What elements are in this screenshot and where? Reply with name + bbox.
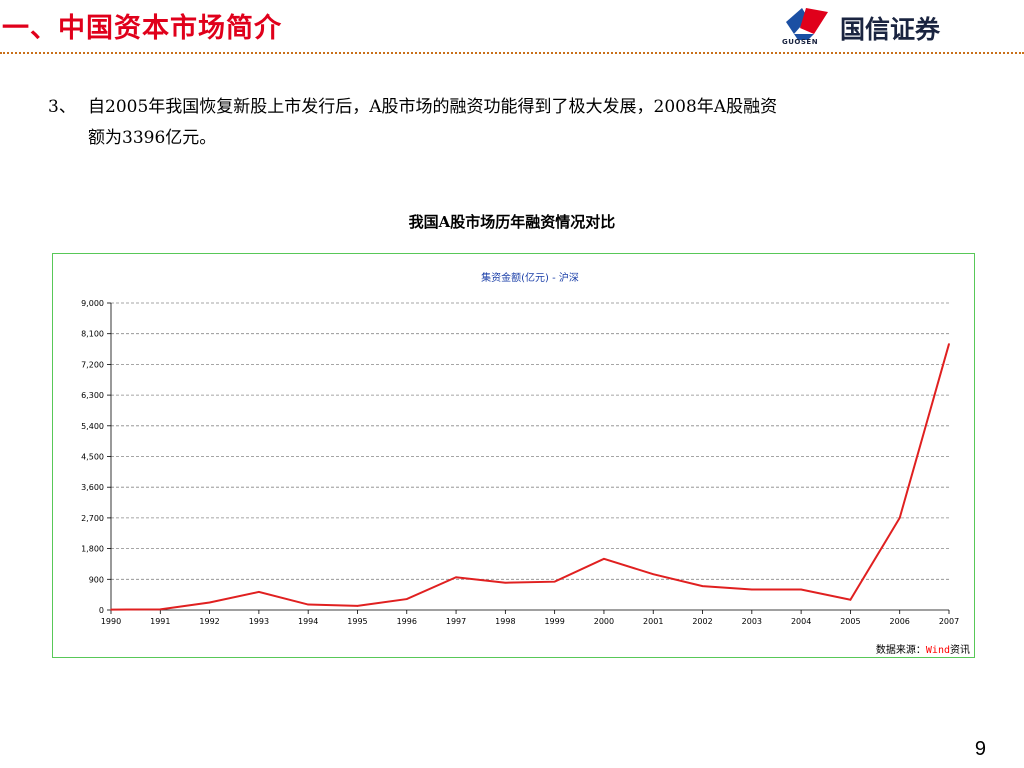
- series-line: [110, 343, 950, 611]
- x-tick-label: 1999: [544, 617, 564, 626]
- data-point: [159, 608, 162, 611]
- data-source: 数据来源：Wind资讯: [876, 641, 970, 656]
- source-prefix: 数据来源：: [875, 645, 926, 656]
- logo-subtext: GUOSEN: [782, 38, 819, 46]
- header-divider: [0, 52, 1024, 54]
- x-tick-label: 1994: [298, 617, 318, 626]
- x-tick-label: 1990: [101, 617, 121, 626]
- data-point: [701, 585, 704, 587]
- data-point: [652, 573, 655, 575]
- data-point: [898, 517, 901, 519]
- slide-title: 一、中国资本市场简介: [2, 13, 282, 44]
- x-tick-label: 1998: [495, 617, 515, 626]
- y-tick-label: 1,800: [81, 545, 104, 554]
- body-paragraph: 3、 自2005年我国恢复新股上市发行后，A股市场的融资功能得到了极大发展，200…: [48, 92, 978, 154]
- data-point: [849, 598, 852, 601]
- y-tick-label: 0: [99, 606, 104, 615]
- data-point: [751, 588, 753, 591]
- data-point: [208, 601, 211, 604]
- data-point: [553, 580, 556, 583]
- y-tick-label: 2,700: [81, 514, 104, 523]
- page-number: 9: [974, 738, 986, 760]
- x-tick-label: 2003: [742, 617, 762, 626]
- data-point: [504, 581, 507, 584]
- x-tick-label: 2000: [594, 617, 614, 626]
- paragraph-line-1: 自2005年我国恢复新股上市发行后，A股市场的融资功能得到了极大发展，2008年…: [88, 97, 778, 117]
- chart-title: 集资金额(亿元) - 沪深: [481, 271, 579, 284]
- y-tick-label: 7,200: [81, 360, 104, 369]
- paragraph-line-2: 额为3396亿元。: [88, 128, 217, 148]
- y-tick-label: 4,500: [81, 453, 104, 462]
- data-point: [356, 605, 359, 607]
- chart-frame: 集资金额(亿元) - 沪深 0 900 1,800 2,700 3,600 4,500 5,4…: [52, 253, 975, 658]
- x-tick-label: 1996: [397, 617, 417, 626]
- source-suffix: 资讯: [950, 645, 970, 656]
- x-tick-label: 1995: [347, 617, 367, 626]
- data-point: [800, 588, 802, 591]
- item-number: 3、: [48, 97, 76, 117]
- x-tick-label: 2001: [643, 617, 663, 626]
- logo-text: 国信证券: [840, 15, 941, 44]
- x-tick-label: 2002: [692, 617, 712, 626]
- chart-caption: 我国A股市场历年融资情况对比: [408, 213, 616, 231]
- x-tick-label: 2004: [791, 617, 811, 626]
- x-tick-label: 2006: [890, 617, 910, 626]
- y-tick-label: 5,400: [81, 422, 104, 431]
- guosen-logo-icon: [786, 8, 828, 40]
- data-point: [405, 598, 408, 600]
- x-tick-label: 1997: [446, 617, 466, 626]
- y-tick-label: 8,100: [81, 330, 104, 339]
- y-tick-label: 3,600: [81, 483, 104, 492]
- y-tick-label: 6,300: [81, 391, 104, 400]
- data-point: [948, 343, 950, 345]
- x-tick-label: 1991: [150, 617, 170, 626]
- y-tick-label: 9,000: [81, 299, 104, 308]
- data-point: [455, 576, 457, 579]
- data-point: [110, 608, 112, 611]
- x-tick-label: 2005: [840, 617, 860, 626]
- y-tick-label: 900: [89, 575, 104, 584]
- data-point: [603, 558, 605, 560]
- x-tick-label: 1992: [199, 617, 219, 626]
- data-point: [258, 591, 260, 593]
- financing-line-chart: 集资金额(亿元) - 沪深 0 900 1,800 2,700 3,600 4,500 5,4…: [81, 271, 959, 626]
- source-brand: Wind: [925, 645, 950, 656]
- data-point: [307, 603, 309, 606]
- x-tick-label: 2007: [939, 617, 959, 626]
- x-tick-label: 1993: [249, 617, 269, 626]
